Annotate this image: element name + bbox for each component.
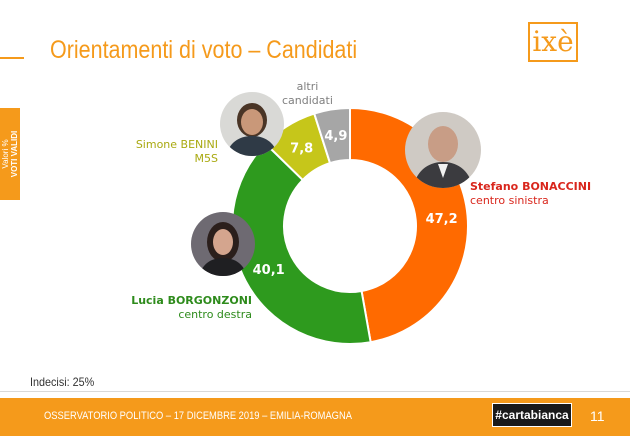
value-label-borgonzoni: 40,1 <box>253 263 285 278</box>
bonaccini-avatar <box>405 112 481 188</box>
label-benini: Simone BENINI M5S <box>124 138 218 166</box>
borgonzoni-avatar <box>191 212 255 276</box>
donut-value-labels: 47,2 40,1 7,8 4,9 <box>253 129 458 278</box>
page-number: 11 <box>590 408 605 424</box>
label-bonaccini-sub: centro sinistra <box>470 194 549 207</box>
label-benini-name: Simone BENINI <box>135 138 218 151</box>
page-title: Orientamenti di voto – Candidati <box>50 36 358 64</box>
slice-altri <box>312 106 351 165</box>
bottom-divider <box>0 391 630 392</box>
ixe-logo: ixè <box>528 22 578 62</box>
label-bonaccini-name: Stefano BONACCINI <box>470 180 592 193</box>
label-altri: altri candidati <box>282 80 333 108</box>
label-borgonzoni-name: Lucia BORGONZONI <box>131 294 252 307</box>
cartabianca-badge: #cartabianca <box>492 403 572 427</box>
logo-text: ixè <box>532 25 574 58</box>
label-altri-sub: candidati <box>282 94 333 107</box>
label-borgonzoni-sub: centro destra <box>178 308 252 321</box>
side-tab <box>0 108 20 200</box>
value-label-benini: 7,8 <box>290 142 313 157</box>
footer-bar: OSSERVATORIO POLITICO – 17 DICEMBRE 2019… <box>0 398 630 436</box>
label-bonaccini: Stefano BONACCINI centro sinistra <box>470 180 591 208</box>
title-accent-rule <box>0 57 24 59</box>
value-label-bonaccini: 47,2 <box>426 212 458 227</box>
label-borgonzoni: Lucia BORGONZONI centro destra <box>120 294 252 322</box>
label-altri-name: altri <box>296 80 319 93</box>
value-label-altri: 4,9 <box>324 129 347 144</box>
label-benini-sub: M5S <box>194 152 218 165</box>
benini-avatar <box>220 92 284 156</box>
footer-text: OSSERVATORIO POLITICO – 17 DICEMBRE 2019… <box>44 410 352 422</box>
slice-borgonzoni <box>231 142 372 345</box>
undecided-note: Indecisi: 25% <box>30 375 95 389</box>
